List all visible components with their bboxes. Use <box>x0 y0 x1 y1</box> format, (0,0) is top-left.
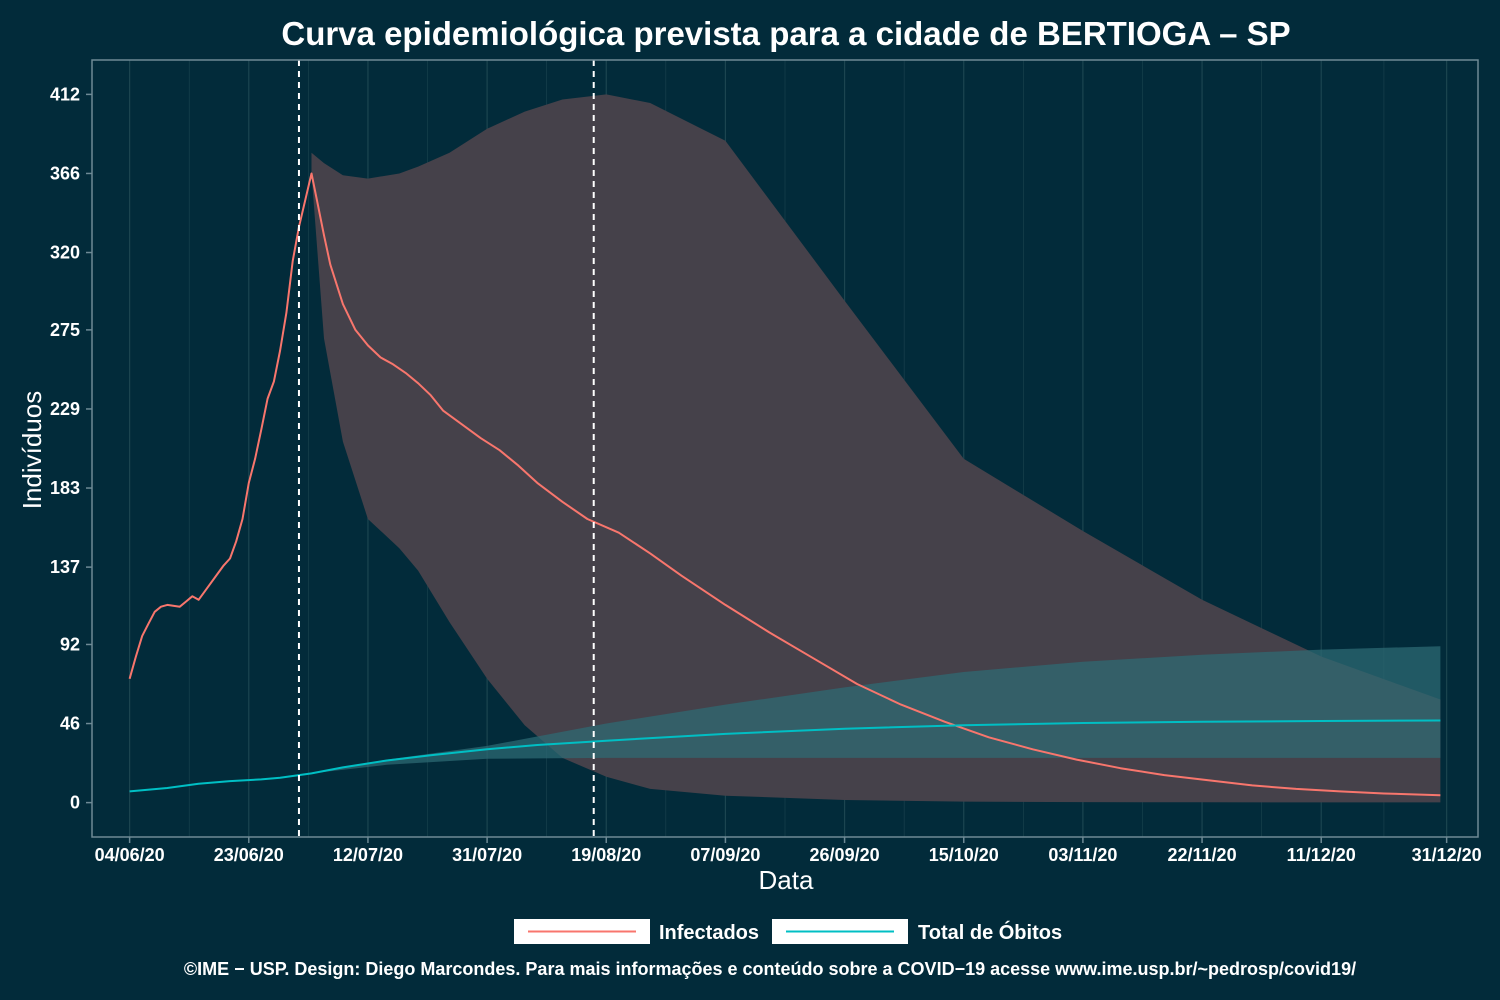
legend: Infectados Total de Óbitos <box>514 919 1062 944</box>
x-tick-label: 11/12/20 <box>1287 845 1356 865</box>
x-tick-label: 03/11/20 <box>1048 845 1117 865</box>
x-tick-label: 15/10/20 <box>929 845 999 865</box>
y-tick-label: 46 <box>60 714 80 734</box>
confidence-bands <box>311 94 1441 803</box>
x-tick-label: 23/06/20 <box>214 845 284 865</box>
y-tick-label: 92 <box>60 634 80 654</box>
x-tick-label: 31/12/20 <box>1412 845 1482 865</box>
legend-label-obitos: Total de Óbitos <box>918 920 1062 944</box>
x-tick-label: 26/09/20 <box>810 845 880 865</box>
y-tick-label: 366 <box>50 163 80 183</box>
x-tick-label: 22/11/20 <box>1168 845 1237 865</box>
y-axis-ticks: 0 46 92 137 183 229 275 320 366 412 <box>50 84 92 813</box>
plot-frame <box>91 59 1479 838</box>
y-tick-label: 320 <box>50 243 80 263</box>
x-tick-label: 12/07/20 <box>333 845 403 865</box>
y-tick-label: 137 <box>50 557 80 577</box>
footer-credit: ©IME − USP. Design: Diego Marcondes. Par… <box>184 959 1356 979</box>
x-tick-label: 04/06/20 <box>95 845 165 865</box>
y-tick-label: 412 <box>50 84 80 104</box>
legend-item-obitos: Total de Óbitos <box>772 919 1062 944</box>
y-tick-label: 275 <box>50 320 80 340</box>
y-tick-label: 0 <box>70 793 80 813</box>
chart-title: Curva epidemiológica prevista para a cid… <box>281 15 1290 52</box>
legend-item-infectados: Infectados <box>514 919 759 944</box>
legend-label-infectados: Infectados <box>659 922 759 944</box>
series-line-obitos <box>129 719 1441 793</box>
x-axis-label: Data <box>759 865 814 895</box>
x-tick-label: 31/07/20 <box>452 845 522 865</box>
reference-lines <box>297 60 595 837</box>
x-tick-label: 19/08/20 <box>571 845 641 865</box>
y-tick-label: 229 <box>50 399 80 419</box>
x-tick-label: 07/09/20 <box>690 845 760 865</box>
series-lines <box>128 172 1441 797</box>
y-axis-label: Indivíduos <box>17 391 47 510</box>
x-axis-ticks: 04/06/20 23/06/20 12/07/20 31/07/20 19/08/20… <box>95 837 1482 865</box>
series-line-infectados <box>128 172 1441 797</box>
y-tick-label: 183 <box>50 478 80 498</box>
